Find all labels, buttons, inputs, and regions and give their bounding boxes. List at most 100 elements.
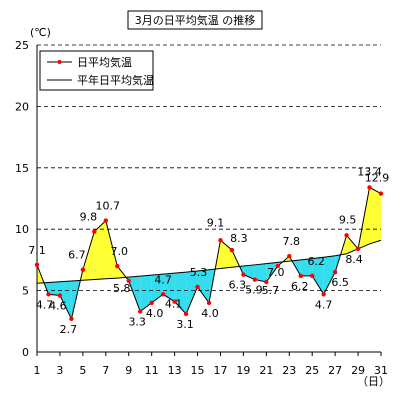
data-label-4: 2.7: [60, 323, 78, 336]
y-tick-label-0: 0: [22, 346, 29, 359]
daily-point-8: [115, 263, 120, 269]
data-label-31: 12.9: [365, 172, 390, 185]
data-label-9: 5.8: [113, 282, 131, 295]
data-label-24: 6.2: [291, 280, 309, 293]
daily-point-23: [287, 254, 292, 259]
daily-point-14: [183, 311, 189, 317]
y-tick-labels: 0 5 10 15 20 25: [15, 39, 29, 359]
data-label-16: 4.0: [201, 307, 219, 320]
daily-point-15: [195, 284, 200, 290]
data-labels: 7.14.74.62.76.79.810.77.05.83.34.04.74.1…: [28, 165, 389, 335]
above-normal-fill-28-0: [346, 235, 359, 254]
data-label-8: 7.0: [111, 245, 129, 258]
data-label-28: 9.5: [339, 213, 357, 226]
daily-point-11: [149, 300, 154, 306]
data-label-14: 3.1: [176, 318, 194, 331]
legend: 日平均気温 平年日平均気温: [39, 50, 154, 91]
normal-temperature-line: [36, 239, 382, 284]
daily-point-31: [378, 191, 384, 196]
data-label-19: 6.3: [229, 279, 247, 292]
below-normal-fill-12-0: [163, 273, 175, 302]
x-tick-label-27: 27: [328, 364, 342, 377]
x-tick-label-1: 1: [34, 364, 41, 377]
x-tick-label-3: 3: [56, 364, 63, 377]
daily-point-7: [103, 218, 109, 223]
data-label-5: 6.7: [68, 249, 86, 262]
normal-series-line: [36, 239, 382, 284]
below-normal-fill-26-0: [323, 255, 336, 295]
x-tick-label-9: 9: [125, 364, 132, 377]
daily-point-13: [172, 299, 177, 304]
daily-point-5: [80, 267, 86, 272]
daily-point-27: [332, 269, 338, 275]
data-label-23: 7.8: [283, 235, 301, 248]
x-tick-label-25: 25: [305, 364, 319, 377]
data-label-21: 5.7: [262, 284, 280, 297]
data-label-10: 3.3: [128, 315, 146, 328]
data-label-6: 9.8: [80, 211, 98, 224]
data-label-29: 8.4: [345, 253, 363, 266]
y-tick-label-5: 5: [22, 285, 29, 298]
x-tick-label-15: 15: [191, 364, 205, 377]
y-axis-unit: (℃): [30, 26, 51, 39]
grid-lines: [37, 106, 381, 292]
daily-point-2: [46, 292, 51, 297]
daily-point-1: [34, 262, 40, 268]
daily-point-9: [126, 278, 131, 283]
x-tick-label-13: 13: [168, 364, 182, 377]
below-normal-fill-25-0: [312, 257, 324, 295]
daily-point-20: [252, 277, 258, 282]
daily-point-25: [310, 273, 315, 279]
above-normal-fill-7-0: [105, 220, 118, 279]
above-normal-fill-5-0: [82, 231, 95, 281]
x-tick-label-23: 23: [282, 364, 296, 377]
data-label-11: 4.0: [146, 307, 164, 320]
data-label-18: 8.3: [230, 232, 248, 245]
data-label-2: 4.7: [36, 298, 54, 311]
above-normal-fill-17-0: [220, 240, 232, 269]
y-tick-label-20: 20: [15, 100, 29, 113]
data-label-12: 4.7: [154, 273, 172, 286]
daily-point-28: [344, 233, 349, 238]
y-tick-label-15: 15: [15, 162, 29, 175]
daily-point-30: [367, 185, 372, 190]
x-tick-label-5: 5: [79, 364, 86, 377]
daily-point-18: [229, 247, 235, 253]
x-tick-label-7: 7: [102, 364, 109, 377]
x-tick-label-29: 29: [351, 364, 365, 377]
daily-point-16: [206, 300, 212, 306]
data-label-26: 4.7: [315, 298, 333, 311]
legend-normal-label: 平年日平均気温: [77, 73, 154, 87]
daily-point-4: [69, 316, 74, 322]
data-label-13: 4.1: [165, 298, 183, 311]
daily-point-6: [92, 229, 97, 234]
data-label-17: 9.1: [207, 216, 225, 229]
legend-daily-swatch-marker: [57, 60, 62, 64]
below-normal-fill-21-0: [266, 262, 278, 282]
x-tick-label-19: 19: [236, 364, 250, 377]
data-label-3: 4.6: [49, 300, 67, 313]
legend-daily-label: 日平均気温: [77, 55, 132, 69]
below-normal-fill-13-0: [174, 272, 187, 314]
data-label-22: 7.0: [267, 266, 285, 279]
above-normal-fill-30-0: [369, 187, 381, 244]
x-tick-label-31: 31: [374, 364, 388, 377]
y-tick-label-25: 25: [15, 39, 29, 52]
axes: [36, 44, 381, 353]
daily-point-12: [160, 292, 166, 297]
y-tick-label-10: 10: [15, 223, 29, 236]
data-label-15: 5.3: [190, 266, 208, 279]
below-normal-fill-14-0: [186, 270, 198, 314]
daily-point-26: [321, 292, 326, 297]
below-normal-fill-2-0: [48, 281, 60, 296]
title-frame: [127, 10, 263, 30]
data-label-25: 6.2: [307, 255, 325, 268]
data-label-1: 7.1: [28, 244, 46, 257]
x-tick-label-11: 11: [145, 364, 159, 377]
daily-point-3: [57, 293, 63, 298]
data-label-27: 6.5: [331, 276, 349, 289]
x-tick-label-21: 21: [259, 364, 273, 377]
daily-point-19: [241, 272, 246, 277]
below-normal-fill-20-0: [254, 263, 267, 282]
